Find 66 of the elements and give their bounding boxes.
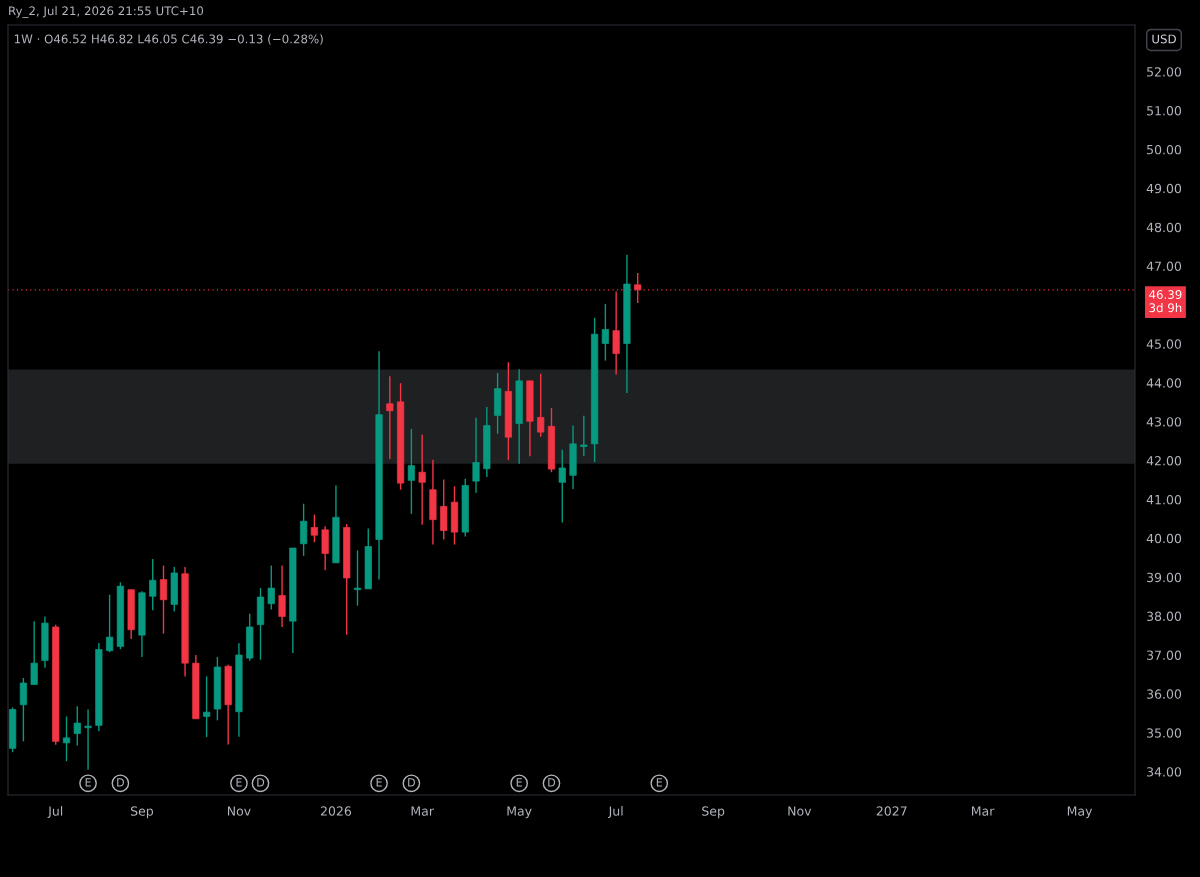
x-tick-label: 2026 <box>320 806 352 816</box>
annotation: E <box>376 778 382 787</box>
x-tick-label: Sep <box>702 806 725 819</box>
y-tick-label: 36.00 <box>1147 689 1182 699</box>
y-tick-label: 51.00 <box>1147 106 1182 116</box>
y-tick-label: 40.00 <box>1146 533 1182 544</box>
y-tick-label: 37.00 <box>1147 650 1182 660</box>
candlestick <box>106 594 114 653</box>
y-tick-label: 50.00 <box>1147 144 1182 155</box>
candlestick <box>558 448 566 524</box>
x-tick-label: Nov <box>227 806 251 816</box>
annotation: D <box>257 778 265 787</box>
x-tick-label: May <box>1067 806 1093 819</box>
x-tick-label: Jul <box>607 806 623 819</box>
annotation: E <box>236 778 242 787</box>
candlestick <box>267 564 275 611</box>
x-tick-label: Mar <box>411 806 434 816</box>
candlestick <box>386 375 394 460</box>
y-tick-label: 52.00 <box>1147 67 1182 77</box>
y-tick-label: 43.00 <box>1146 417 1182 427</box>
candlestick <box>353 549 362 607</box>
y-tick-label: 45.00 <box>1146 339 1182 349</box>
y-tick-label: 48.00 <box>1146 222 1182 233</box>
y-tick-label: 34.00 <box>1147 767 1182 777</box>
y-tick-label: 35.00 <box>1147 728 1182 738</box>
annotation: E <box>516 778 522 787</box>
candlestick <box>472 417 480 494</box>
annotation: E <box>656 778 663 787</box>
x-tick-label: May <box>507 806 532 819</box>
x-tick-label: Jul <box>47 806 63 819</box>
y-tick-label: 44.00 <box>1146 378 1182 388</box>
candlestick <box>407 428 415 515</box>
candlestick <box>300 503 308 557</box>
candlestick <box>84 708 92 771</box>
candlestick <box>580 415 588 457</box>
candlestick <box>418 433 426 526</box>
text: Ry_2, Jul 21, 2026 21:55 UTC+10 <box>9 6 204 18</box>
candlestick <box>149 558 157 611</box>
candlestick <box>537 373 545 438</box>
y-tick-label: 42.00 <box>1146 456 1182 466</box>
x-tick-label: 2027 <box>876 806 907 816</box>
y-tick-label: 38.00 <box>1147 611 1182 622</box>
x-tick-label: Sep <box>130 806 154 819</box>
candlestick <box>62 715 71 762</box>
y-tick-label: 49.00 <box>1146 183 1182 194</box>
text: 1W · O46.52 H46.82 L46.05 C46.39 −0.13 (−0.28%) <box>14 34 323 45</box>
annotation: E <box>85 778 91 787</box>
x-tick-label: Nov <box>788 806 812 816</box>
annotation: D <box>117 778 125 787</box>
annotation: D <box>548 778 556 787</box>
y-tick-label: 41.00 <box>1146 494 1182 505</box>
candlestick <box>321 525 329 571</box>
text: USD <box>1152 34 1176 44</box>
x-tick-label: Mar <box>972 806 995 816</box>
candlestick <box>159 564 168 635</box>
candlestick <box>601 303 609 362</box>
annotation: D <box>408 778 415 787</box>
candlestick <box>19 677 27 743</box>
y-tick-label: 47.00 <box>1146 261 1182 272</box>
candlestick <box>30 620 38 686</box>
y-tick-label: 39.00 <box>1147 572 1182 583</box>
candlestick <box>278 564 286 628</box>
candlestick <box>73 705 81 747</box>
candlestick <box>310 513 318 543</box>
candlestick <box>203 675 211 738</box>
ref-line-label: 46.39 3d 9h <box>1149 290 1182 313</box>
